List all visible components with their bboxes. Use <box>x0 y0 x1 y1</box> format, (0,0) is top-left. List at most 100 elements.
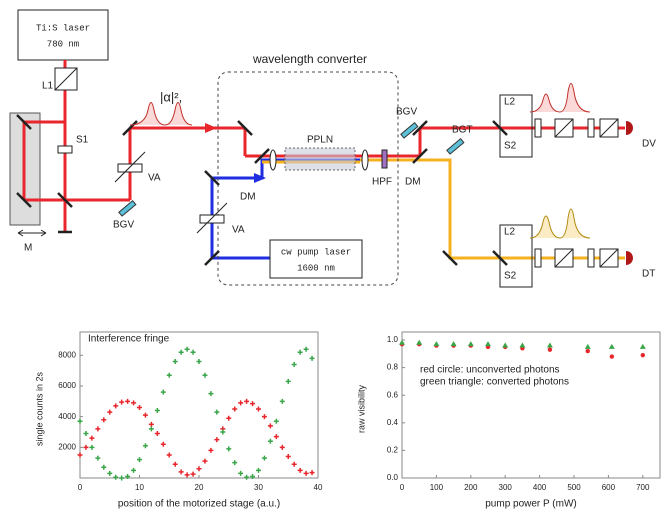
label: DM <box>405 177 421 188</box>
pulses <box>130 84 590 126</box>
point <box>310 470 315 475</box>
y-tick-label: 6000 <box>58 381 76 390</box>
point <box>256 468 261 473</box>
point <box>548 347 552 351</box>
point <box>95 456 100 461</box>
plot-frame <box>402 332 660 478</box>
laser-box <box>18 10 108 60</box>
point <box>125 399 130 404</box>
point <box>238 471 243 476</box>
point <box>185 347 190 352</box>
point <box>214 410 219 415</box>
y-tick-label: 0.2 <box>387 446 399 455</box>
point <box>161 390 166 395</box>
point <box>197 466 202 471</box>
point <box>143 443 148 448</box>
point <box>609 344 615 349</box>
x-tick-label: 700 <box>636 483 650 492</box>
point <box>191 472 196 477</box>
point <box>502 343 508 348</box>
point <box>399 340 405 345</box>
label: S1 <box>76 135 89 146</box>
detectors <box>626 121 633 265</box>
label: |α|², <box>160 89 182 104</box>
label: DV <box>642 139 656 150</box>
point <box>208 391 213 396</box>
point <box>78 453 83 458</box>
label: VA <box>232 225 245 236</box>
x-axis-label: pump power P (mW) <box>485 499 577 510</box>
point <box>586 349 590 353</box>
point <box>119 400 124 405</box>
crystal <box>285 148 355 170</box>
point <box>149 426 154 431</box>
y-tick-label: 0.0 <box>387 473 399 482</box>
x-tick-label: 600 <box>602 483 616 492</box>
x-tick-label: 300 <box>499 483 513 492</box>
point <box>519 343 525 348</box>
chart-title: Interference fringe <box>88 334 170 345</box>
point <box>226 446 231 451</box>
label: BGT <box>452 125 473 136</box>
point <box>149 422 154 427</box>
point <box>197 359 202 364</box>
pulses <box>530 209 590 238</box>
point <box>641 353 645 357</box>
point <box>433 341 439 346</box>
point <box>280 445 285 450</box>
label: Ti:S laser <box>36 23 90 33</box>
point <box>202 459 207 464</box>
point <box>167 373 172 378</box>
point <box>244 475 249 480</box>
point <box>232 460 237 465</box>
point <box>268 423 273 428</box>
point <box>232 407 237 412</box>
x-tick-label: 500 <box>567 483 581 492</box>
y-tick-label: 4000 <box>58 412 76 421</box>
y-axis-label: raw visibility <box>356 385 366 434</box>
y-tick-label: 2000 <box>58 442 76 451</box>
y-tick-label: 1.0 <box>387 335 399 344</box>
y-tick-label: 0.4 <box>387 418 399 427</box>
point <box>640 344 646 349</box>
point <box>179 350 184 355</box>
point <box>173 462 178 467</box>
point <box>167 453 172 458</box>
point <box>286 379 291 384</box>
point <box>101 417 106 422</box>
point <box>485 341 491 346</box>
x-tick-label: 0 <box>400 483 405 492</box>
point <box>280 399 285 404</box>
point <box>250 401 255 406</box>
point <box>292 362 297 367</box>
x-tick-label: 30 <box>254 483 263 492</box>
point <box>238 400 243 405</box>
point <box>78 419 83 424</box>
point <box>155 408 160 413</box>
x-tick-label: 400 <box>533 483 547 492</box>
point <box>179 469 184 474</box>
point <box>214 437 219 442</box>
point <box>256 407 261 412</box>
point <box>119 476 124 481</box>
point <box>208 448 213 453</box>
point <box>143 413 148 418</box>
point <box>83 445 88 450</box>
point <box>226 416 231 421</box>
x-axis-label: position of the motorized stage (a.u.) <box>118 499 280 510</box>
point <box>468 341 474 346</box>
red-beam <box>24 60 625 232</box>
label: L2 <box>504 97 516 108</box>
point <box>131 468 136 473</box>
point <box>298 350 303 355</box>
label: wavelength converter <box>252 52 367 66</box>
arrow <box>254 173 266 183</box>
label: S2 <box>504 271 517 282</box>
point <box>173 359 178 364</box>
point <box>274 419 279 424</box>
y-tick-label: 0.8 <box>387 363 399 372</box>
point <box>304 471 309 476</box>
label: DM <box>240 192 256 203</box>
annotation: green triangle: converted photons <box>420 377 569 388</box>
label: 780 nm <box>47 39 79 49</box>
